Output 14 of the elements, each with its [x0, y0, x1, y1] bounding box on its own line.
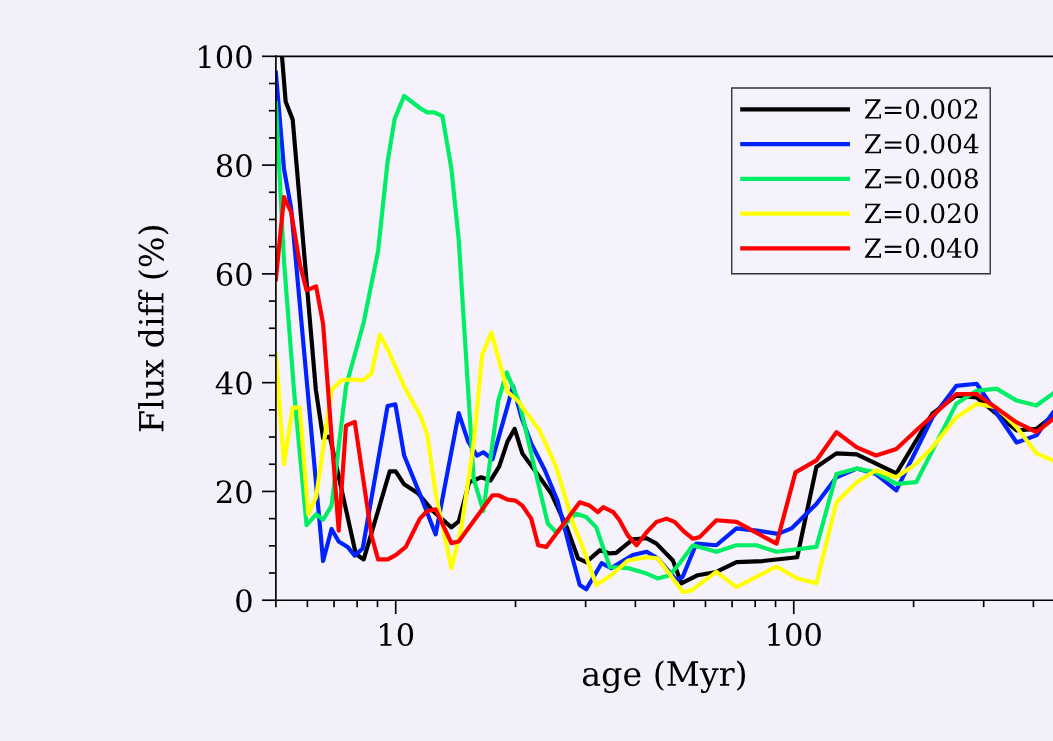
- x-tick-label: 10: [380, 622, 414, 647]
- y-tick-label: 40: [215, 371, 252, 395]
- legend-label: Z=0.004: [864, 133, 979, 154]
- legend-label: Z=0.020: [864, 203, 978, 224]
- x-axis-title: age (Myr): [582, 660, 746, 694]
- y-tick-label: 0: [236, 589, 252, 613]
- y-tick-label: 100: [199, 45, 252, 69]
- y-axis-title: Flux diff (%): [138, 226, 169, 432]
- y-tick-label: 20: [216, 480, 252, 504]
- y-tick-label: 80: [216, 154, 252, 178]
- y-tick-label: 60: [216, 262, 252, 286]
- legend-label: Z=0.002: [864, 99, 978, 119]
- legend-label: Z=0.008: [864, 168, 978, 189]
- legend-label: Z=0.040: [864, 238, 978, 259]
